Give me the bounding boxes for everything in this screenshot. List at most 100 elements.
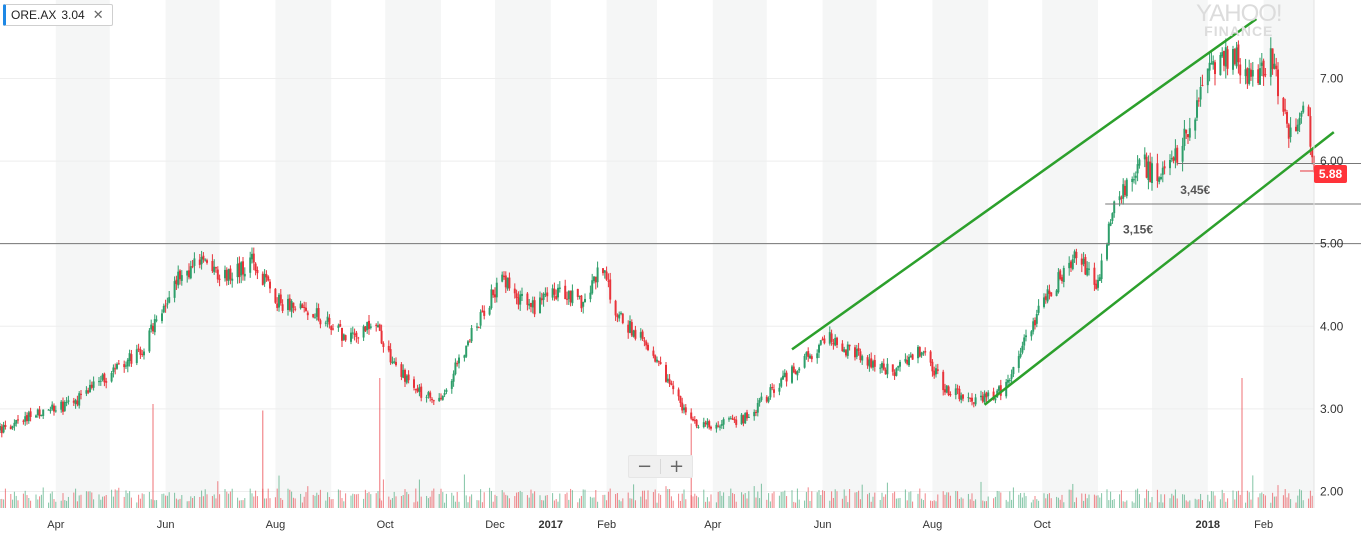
volume-bar — [130, 497, 132, 508]
zoom-controls[interactable]: − + — [628, 455, 693, 478]
candle-body — [558, 287, 561, 289]
close-icon[interactable]: ✕ — [92, 7, 104, 22]
candle-body — [36, 409, 39, 415]
volume-bar — [85, 491, 87, 508]
volume-bar — [35, 494, 37, 508]
volume-bar — [1047, 494, 1049, 508]
volume-bar — [1023, 492, 1025, 508]
candle-body — [677, 389, 680, 397]
volume-bar — [1043, 493, 1045, 508]
candle-body — [1097, 279, 1099, 288]
volume-bar — [933, 500, 935, 508]
volume-bar — [962, 498, 964, 508]
volume-bar — [1259, 493, 1261, 508]
candle-body — [105, 381, 108, 383]
volume-bar — [48, 502, 50, 508]
month-band — [606, 0, 657, 508]
volume-bar — [501, 490, 503, 508]
volume-bar — [1048, 493, 1050, 508]
volume-bar — [388, 496, 390, 508]
candle-body — [571, 290, 574, 304]
candle-body — [225, 269, 228, 281]
candle-body — [1145, 156, 1148, 178]
volume-bar — [769, 501, 771, 508]
volume-bar — [1309, 490, 1311, 508]
volume-bar — [1111, 500, 1113, 508]
candlesticks — [0, 37, 1315, 438]
month-band — [275, 0, 332, 508]
volume-bar — [188, 501, 190, 508]
volume-bar — [1093, 494, 1095, 508]
volume-bar — [307, 486, 309, 508]
volume-bar — [579, 498, 581, 508]
volume-bar — [732, 493, 734, 508]
candle-body — [576, 288, 579, 297]
candle-body — [279, 294, 282, 304]
candle-body — [1237, 44, 1240, 63]
volume-bar — [784, 490, 786, 508]
candle-body — [242, 261, 244, 275]
volume-bar — [111, 489, 113, 508]
candle-body — [780, 378, 783, 387]
candle-body — [715, 424, 718, 429]
volume-bar — [867, 494, 869, 508]
volume-bar — [116, 490, 118, 508]
volume-bar — [1187, 501, 1189, 508]
volume-bar — [494, 494, 496, 508]
volume-bar — [832, 497, 834, 508]
volume-bar — [984, 501, 986, 508]
month-band — [55, 0, 110, 508]
volume-bar — [692, 496, 694, 508]
volume-bar — [678, 493, 680, 508]
volume-bar — [1174, 489, 1176, 508]
volume-bar — [255, 490, 257, 508]
candle-body — [735, 419, 738, 425]
volume-bar — [118, 487, 120, 508]
zoom-in-button[interactable]: + — [661, 456, 692, 477]
volume-bar — [755, 497, 757, 508]
candle-body — [35, 415, 37, 418]
candle-body — [693, 419, 696, 421]
candle-body — [1212, 61, 1215, 65]
volume-bar — [640, 496, 642, 508]
volume-bar — [442, 492, 444, 508]
volume-bar — [1189, 500, 1191, 508]
volume-bar — [93, 499, 95, 508]
candle-body — [53, 405, 55, 412]
volume-bar — [244, 498, 246, 508]
volume-bar — [937, 494, 939, 508]
candle-body — [1271, 48, 1274, 70]
candle-body — [1257, 69, 1260, 84]
volume-bar — [1137, 488, 1139, 508]
volume-bar — [444, 502, 446, 508]
candle-body — [591, 280, 594, 294]
candle-body — [1264, 74, 1267, 76]
candle-body — [1300, 112, 1303, 117]
candle-body — [731, 418, 734, 420]
candle-body — [432, 400, 435, 402]
candle-body — [605, 271, 608, 280]
volume-bar — [742, 494, 744, 508]
volume-bar — [847, 502, 849, 508]
symbol-legend[interactable]: ORE.AX 3.04 ✕ — [3, 4, 113, 26]
volume-bar — [75, 488, 77, 508]
zoom-out-button[interactable]: − — [629, 456, 660, 477]
candle-body — [1174, 148, 1177, 161]
volume-bar — [325, 500, 327, 508]
candle-body — [809, 355, 811, 359]
candle-body — [47, 409, 50, 411]
volume-bar — [710, 494, 712, 508]
volume-bar — [931, 501, 933, 508]
candle-body — [1037, 305, 1040, 313]
volume-bar — [1245, 502, 1247, 508]
candle-body — [1023, 337, 1026, 346]
volume-bar — [1050, 498, 1052, 508]
candle-body — [74, 399, 77, 404]
volume-bar — [670, 496, 672, 508]
candle-body — [1219, 54, 1222, 76]
volume-bar — [375, 493, 377, 508]
volume-bar — [667, 489, 669, 508]
candle-body — [49, 410, 52, 412]
candle-body — [602, 268, 604, 274]
